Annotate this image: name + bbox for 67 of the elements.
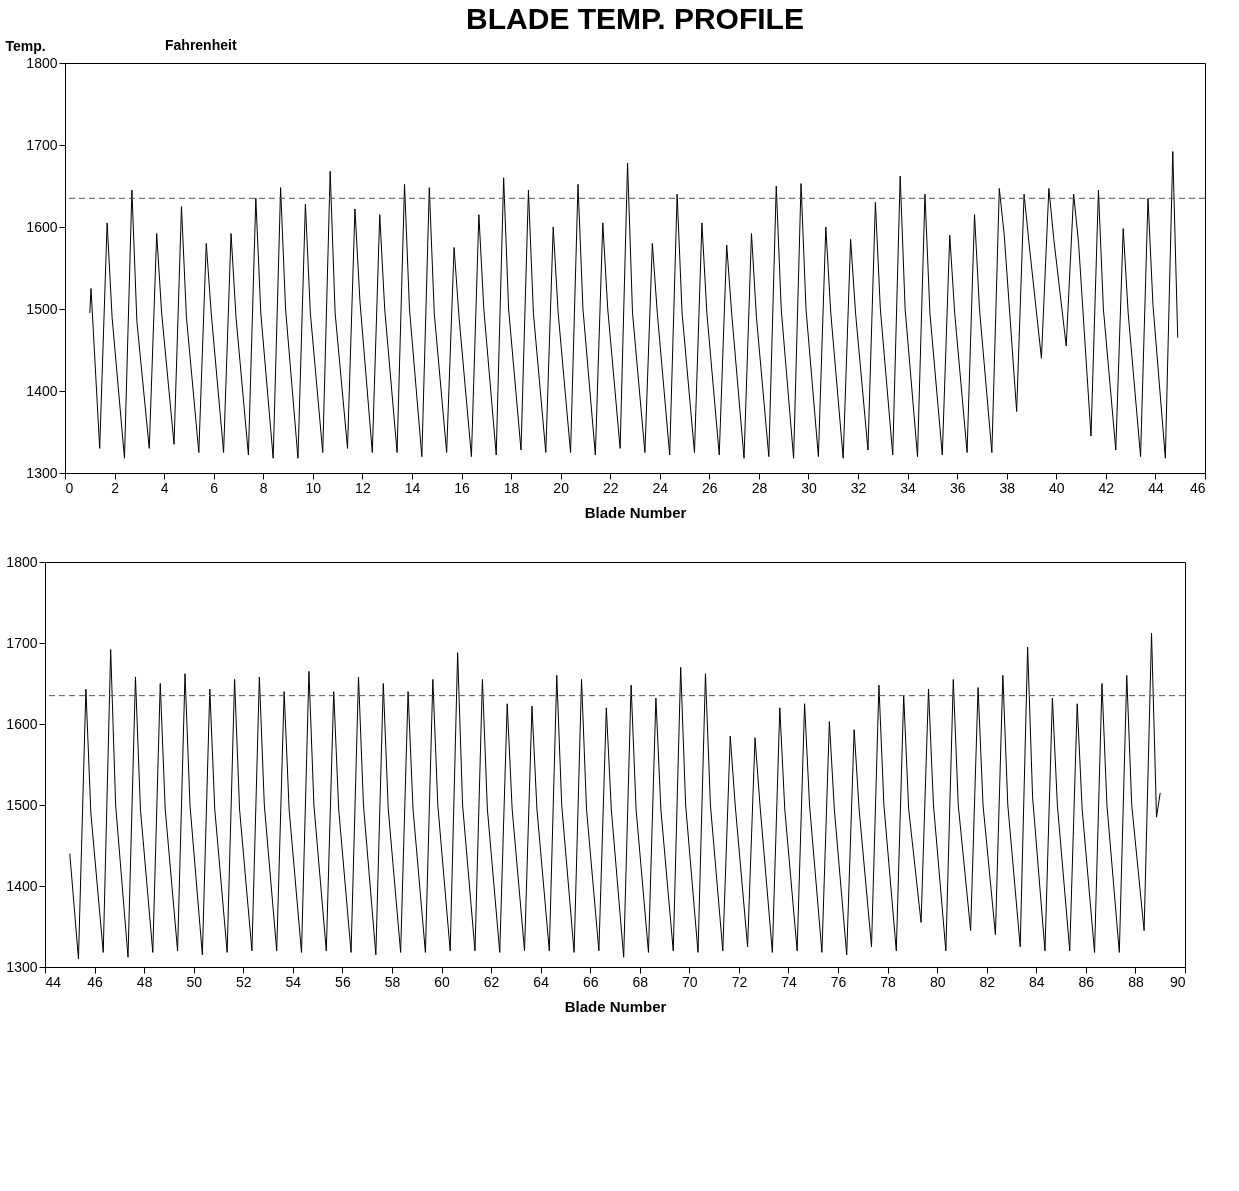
y-tick-label: 1700	[6, 634, 38, 651]
x-tick-label: 80	[929, 973, 946, 990]
x-tick-label: 60	[434, 973, 451, 990]
x-tick-label: 40	[1049, 479, 1065, 496]
x-tick-label: 2	[111, 479, 120, 496]
y-tick-label: 1800	[6, 553, 38, 570]
line-series	[89, 151, 1179, 459]
y-axis-title: Temp.	[5, 37, 46, 54]
x-tick-label: 4	[160, 479, 169, 496]
x-tick-label: 24	[652, 479, 669, 496]
x-tick-label: 68	[632, 973, 649, 990]
text: Fahrenheit	[165, 37, 237, 53]
line-series	[69, 632, 1161, 960]
x-tick-label: 22	[602, 479, 619, 496]
x-tick-label: 6	[210, 479, 219, 496]
y-tick-label: 1300	[26, 464, 58, 481]
x-tick-label: 72	[731, 973, 748, 990]
x-axis-title: Blade Number	[584, 503, 687, 521]
x-tick-label: 64	[533, 973, 550, 990]
y-tick-label: 1400	[26, 382, 58, 399]
x-tick-label: 56	[335, 973, 351, 990]
y-tick-label: 1500	[26, 300, 58, 317]
x-tick-label: 38	[999, 479, 1016, 496]
y-tick-label: 1500	[6, 796, 38, 813]
x-tick-label: 36	[949, 479, 966, 496]
x-tick-label: 12	[355, 479, 371, 496]
x-tick-label: 88	[1128, 973, 1144, 990]
x-tick-label: 28	[751, 479, 768, 496]
y-tick-label: 1400	[6, 877, 38, 894]
x-tick-label: 42	[1098, 479, 1115, 496]
x-tick-label: 34	[900, 479, 917, 496]
x-tick-label: 14	[404, 479, 421, 496]
x-tick-label: 62	[483, 973, 500, 990]
y-tick-label: 1600	[26, 218, 58, 235]
x-tick-label: 76	[830, 973, 847, 990]
x-axis-title: Blade Number	[564, 997, 667, 1015]
x-tick-label: 86	[1078, 973, 1095, 990]
x-tick-label: 0	[65, 479, 74, 496]
x-tick-label: 16	[454, 479, 471, 496]
x-tick-label: 46	[87, 973, 104, 990]
x-tick-label: 74	[781, 973, 797, 990]
x-tick-label: 70	[682, 973, 698, 990]
y-tick-label: 1600	[6, 715, 38, 732]
y-tick-label: 1300	[6, 958, 38, 975]
x-tick-label: 54	[285, 973, 302, 990]
x-tick-label: 32	[850, 479, 867, 496]
chart-title: BLADE TEMP. PROFILE	[466, 2, 804, 35]
x-tick-label: 26	[702, 479, 718, 496]
x-tick-label: 84	[1029, 973, 1045, 990]
x-tick-label: 30	[801, 479, 817, 496]
x-tick-label: 46	[1189, 479, 1206, 496]
x-tick-label: 82	[979, 973, 996, 990]
x-tick-label: 10	[305, 479, 322, 496]
x-tick-label: 44	[1148, 479, 1164, 496]
x-tick-label: 18	[503, 479, 520, 496]
x-tick-label: 20	[553, 479, 570, 496]
x-tick-label: 58	[384, 973, 401, 990]
x-tick-label: 50	[186, 973, 203, 990]
x-tick-label: 8	[259, 479, 268, 496]
x-tick-label: 78	[880, 973, 897, 990]
x-tick-label: 52	[235, 973, 252, 990]
x-tick-label: 66	[582, 973, 599, 990]
y-tick-label: 1700	[26, 136, 58, 153]
x-tick-label: 90	[1169, 973, 1186, 990]
y-tick-label: 1800	[26, 54, 58, 71]
x-tick-label: 48	[136, 973, 153, 990]
x-tick-label: 44	[45, 973, 62, 990]
